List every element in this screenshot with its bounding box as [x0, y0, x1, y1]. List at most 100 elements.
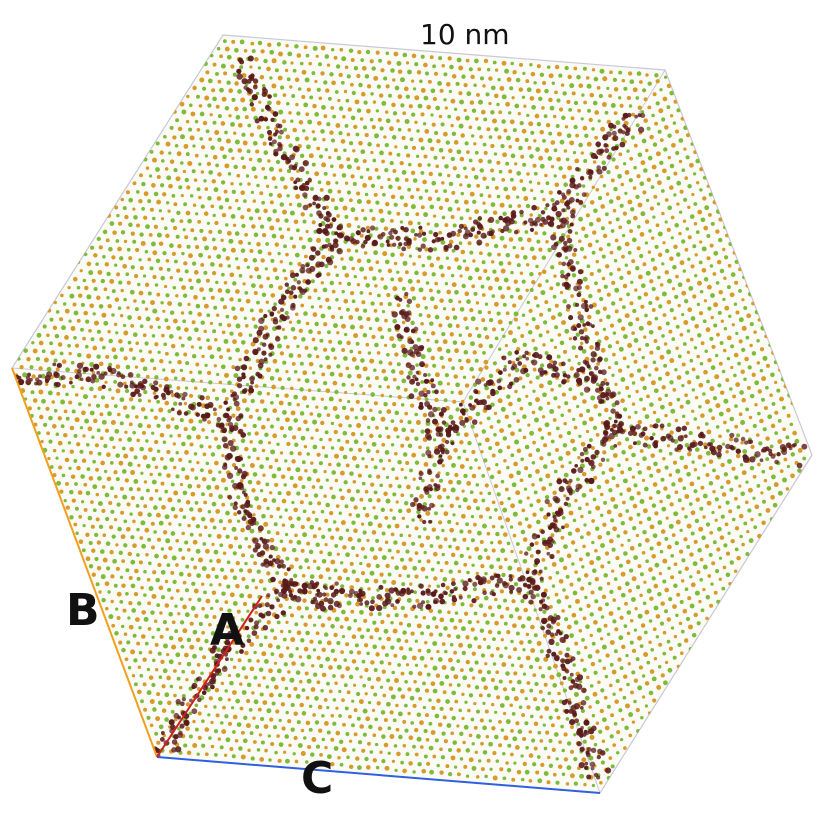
atom: [699, 289, 704, 294]
atom: [444, 223, 449, 228]
atom: [282, 360, 287, 365]
atom: [678, 570, 682, 575]
atom: [411, 112, 416, 117]
atom: [187, 302, 191, 307]
atom: [627, 71, 633, 76]
atom: [673, 511, 679, 517]
atom: [512, 411, 516, 416]
atom: [288, 320, 293, 324]
atom: [355, 553, 359, 558]
atom: [399, 220, 404, 224]
atom: [802, 456, 807, 461]
atom: [287, 51, 293, 57]
atom: [107, 330, 111, 334]
atom: [438, 544, 443, 549]
atom: [192, 203, 197, 207]
atom: [643, 335, 647, 339]
atom: [255, 149, 260, 154]
atom: [593, 475, 598, 480]
atom: [129, 512, 133, 516]
atom: [378, 93, 384, 98]
atom: [741, 470, 747, 476]
atom: [219, 54, 224, 59]
atom: [311, 220, 316, 225]
atom: [552, 114, 557, 119]
atom: [227, 380, 232, 386]
atom: [422, 271, 428, 277]
atom: [533, 171, 538, 176]
atom: [289, 236, 294, 241]
atom: [354, 307, 360, 312]
atom: [570, 174, 575, 179]
atom: [401, 135, 406, 141]
atom: [92, 345, 98, 351]
atom: [224, 397, 229, 401]
atom: [229, 331, 234, 336]
atom: [476, 183, 481, 188]
atom: [650, 380, 656, 386]
atom: [390, 443, 395, 447]
atom: [657, 520, 663, 525]
atom: [389, 508, 393, 512]
atom: [532, 389, 536, 393]
atom: [627, 250, 632, 255]
atom: [715, 569, 720, 574]
atom: [330, 105, 335, 110]
atom: [391, 467, 395, 472]
atom: [581, 184, 586, 188]
atom: [345, 576, 350, 581]
atom: [585, 624, 590, 630]
atom: [696, 354, 701, 359]
atom: [189, 285, 194, 290]
atom: [591, 68, 596, 72]
atom: [89, 386, 94, 392]
atom: [460, 249, 466, 255]
atom: [575, 598, 580, 604]
atom: [649, 596, 654, 601]
atom: [630, 135, 635, 140]
atom: [541, 415, 546, 419]
atom: [623, 551, 628, 556]
atom: [342, 114, 346, 119]
atom: [520, 246, 525, 251]
atom: [524, 444, 530, 450]
atom: [729, 387, 733, 391]
atom: [455, 81, 460, 86]
atom-lattice: [14, 39, 807, 788]
atom: [162, 440, 167, 445]
atom: [601, 276, 606, 281]
atom: [390, 194, 396, 200]
atom: [241, 553, 246, 558]
atom: [150, 241, 156, 247]
atom: [98, 361, 104, 367]
atom: [647, 250, 652, 254]
atom: [141, 207, 145, 211]
atom: [712, 489, 716, 494]
atom: [366, 562, 371, 568]
atom: [503, 128, 508, 133]
atom: [673, 244, 678, 250]
atom: [482, 523, 487, 529]
atom: [115, 239, 120, 243]
atom: [459, 529, 464, 534]
atom: [228, 148, 233, 153]
atom: [445, 585, 450, 590]
atom: [120, 510, 125, 515]
atom: [430, 478, 435, 483]
atom: [654, 244, 659, 249]
atom: [138, 198, 143, 204]
atom: [481, 260, 486, 265]
atom: [677, 642, 682, 647]
atom: [648, 373, 652, 377]
atom: [380, 277, 385, 281]
atom: [286, 102, 290, 106]
atom: [731, 466, 736, 471]
atom: [730, 365, 734, 370]
atom: [108, 362, 113, 367]
atom: [561, 174, 567, 179]
atom: [360, 546, 365, 551]
atom: [757, 389, 763, 394]
atom: [689, 358, 694, 363]
atom: [448, 239, 454, 245]
atom: [579, 246, 585, 252]
